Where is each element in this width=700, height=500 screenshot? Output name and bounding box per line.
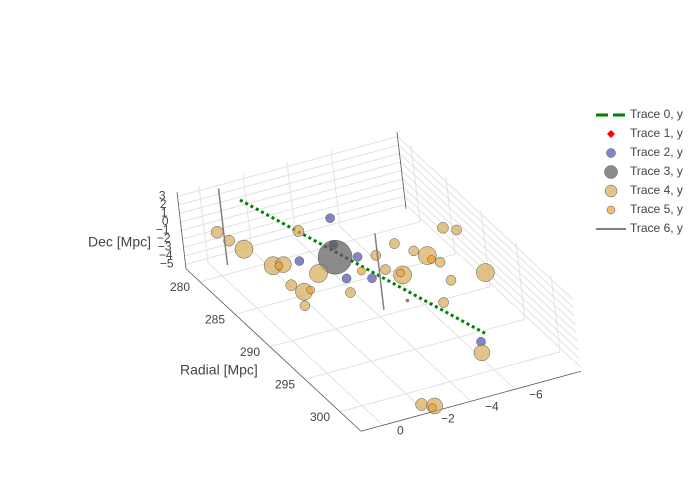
axis-line (176, 192, 187, 269)
grid-line (183, 187, 404, 248)
z-tick-label: 2 (160, 197, 167, 211)
marker (367, 273, 377, 283)
x-tick-label: 290 (240, 345, 260, 359)
marker (294, 256, 305, 266)
marker (352, 252, 363, 262)
y-tick-label: 0 (397, 423, 404, 437)
axis-line (360, 370, 582, 432)
legend-symbol (606, 148, 616, 158)
legend-symbol (606, 205, 616, 215)
grid-line (184, 195, 405, 257)
z-tick-label: −2 (157, 231, 171, 245)
legend-label: Trace 1, y (630, 126, 683, 140)
y-tick-label: −6 (529, 387, 543, 401)
legend-symbol (604, 165, 618, 179)
marker (405, 298, 410, 303)
grid-line (339, 226, 516, 390)
legend-label: Trace 3, y (630, 164, 683, 178)
x-tick-label: 280 (170, 280, 190, 294)
axis-line (185, 268, 362, 432)
marker (370, 250, 382, 261)
axis-line (396, 132, 407, 209)
trace-line (217, 188, 385, 310)
marker (476, 263, 495, 282)
grid-line (177, 136, 398, 197)
grid-line (405, 204, 581, 368)
legend-label: Trace 0, y (630, 107, 683, 121)
marker (292, 225, 305, 237)
legend-label: Trace 4, y (630, 183, 683, 197)
z-tick-label: 3 (159, 189, 166, 203)
marker (445, 275, 457, 286)
legend-symbol (607, 130, 615, 138)
grid-line (398, 144, 574, 308)
grid-line (180, 161, 401, 223)
x-tick-label: 295 (275, 377, 295, 391)
z-tick-label: −1 (156, 223, 170, 237)
grid-line (400, 161, 576, 325)
marker (274, 261, 284, 271)
marker (341, 273, 352, 284)
z-tick-label: 0 (162, 214, 169, 228)
grid-line (251, 250, 428, 414)
z-tick-label: −5 (160, 257, 174, 271)
z-tick-label: −4 (159, 248, 173, 262)
marker (451, 224, 462, 236)
marker (389, 238, 400, 249)
y-tick-label: −4 (485, 399, 499, 413)
marker (309, 264, 328, 283)
legend-symbol (604, 184, 618, 198)
legend-label: Trace 5, y (630, 202, 683, 216)
z-tick-label: −3 (158, 240, 172, 254)
y-tick-label: −2 (441, 411, 455, 425)
grid-line (401, 170, 577, 334)
grid-line (399, 153, 575, 317)
marker (380, 264, 391, 275)
marker (345, 287, 356, 298)
marker (408, 245, 419, 257)
x-tick-label: 300 (310, 410, 330, 424)
marker (210, 225, 224, 239)
grid-line (181, 170, 402, 231)
marker (434, 256, 446, 268)
marker (306, 285, 315, 295)
marker (438, 297, 449, 308)
marker (473, 344, 491, 362)
marker (428, 403, 437, 412)
marker (427, 255, 436, 264)
grid-line (402, 178, 578, 342)
marker (415, 398, 428, 411)
marker (357, 266, 366, 276)
x-tick-label: 285 (205, 312, 225, 326)
marker (223, 234, 235, 247)
marker (396, 268, 405, 278)
marker (234, 240, 254, 259)
marker (437, 222, 449, 234)
marker (325, 213, 335, 223)
marker (285, 279, 297, 291)
grid-line (207, 262, 384, 426)
z-axis-title: Dec [Mpc] (88, 234, 151, 250)
grid-line (179, 153, 400, 214)
x-axis-title: Radial [Mpc] (180, 362, 258, 378)
legend-label: Trace 2, y (630, 145, 683, 159)
grid-line (178, 144, 399, 206)
marker (299, 300, 311, 312)
trace-line (239, 198, 489, 337)
legend-label: Trace 6, y (630, 221, 683, 235)
grid-line (397, 136, 573, 300)
z-tick-label: 1 (161, 206, 168, 220)
marker (317, 239, 353, 275)
